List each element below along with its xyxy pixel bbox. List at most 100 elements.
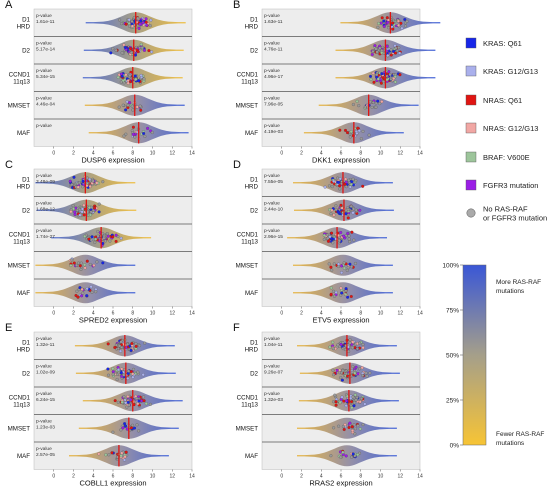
data-point — [81, 291, 85, 295]
group-label: MMSET — [236, 425, 259, 432]
pvalue: 2.44e-10 — [264, 207, 283, 213]
data-point — [348, 185, 352, 189]
data-point — [69, 264, 73, 268]
pvalue: 7.55e-05 — [264, 179, 283, 185]
pvalue-label: p-value — [264, 336, 280, 342]
data-point — [388, 73, 392, 77]
data-point — [389, 48, 393, 52]
legend-label: KRAS: Q61 — [483, 39, 522, 48]
pvalue: 1.74e-27 — [36, 234, 55, 240]
legend-label: NRAS: G12/G13 — [483, 124, 538, 133]
data-point — [381, 76, 385, 80]
data-point — [95, 181, 99, 185]
data-point — [136, 16, 140, 20]
pvalue: 3.48e-09 — [36, 179, 55, 185]
data-point — [360, 397, 364, 401]
data-point — [93, 240, 97, 244]
pvalue: 1.61e-11 — [36, 19, 55, 25]
x-tick-label: 6 — [112, 474, 115, 480]
data-point — [131, 375, 135, 379]
data-point — [133, 135, 137, 139]
pvalue-label: p-value — [36, 419, 52, 425]
data-point — [120, 367, 124, 371]
group-label: D1 — [250, 176, 258, 183]
data-point — [142, 399, 146, 403]
data-point — [356, 372, 360, 376]
group-label: D1 — [22, 16, 30, 23]
group-label: D2 — [22, 207, 30, 214]
panel-letter: C — [5, 159, 13, 171]
data-point — [120, 51, 124, 55]
x-tick-label: 10 — [150, 311, 156, 317]
data-point — [340, 264, 344, 268]
data-point — [392, 49, 396, 53]
data-point — [352, 423, 356, 427]
data-point — [114, 48, 118, 52]
data-point — [142, 77, 146, 81]
data-point — [336, 343, 340, 347]
pvalue-label: p-value — [36, 41, 52, 47]
legend-swatch — [465, 37, 477, 49]
data-point — [349, 204, 353, 208]
data-point — [367, 133, 371, 137]
data-point — [83, 266, 87, 270]
data-point — [150, 50, 154, 54]
data-point — [361, 343, 365, 347]
data-point — [144, 402, 148, 406]
data-point — [337, 180, 341, 184]
colorbar-top-label: mutations — [496, 288, 525, 295]
data-point — [122, 373, 126, 377]
data-point — [71, 204, 75, 208]
data-point — [342, 234, 346, 238]
data-point — [330, 185, 334, 189]
data-point — [123, 422, 127, 426]
data-point — [351, 102, 355, 106]
data-point — [123, 455, 127, 459]
group-label: 11q13 — [241, 238, 258, 245]
colorbar-tick-label: 25% — [446, 398, 459, 405]
data-point — [330, 231, 334, 235]
group-label: 11q13 — [241, 401, 258, 408]
data-point — [350, 265, 354, 269]
data-point — [338, 187, 342, 191]
group-label: MAF — [245, 453, 258, 460]
data-point — [386, 20, 390, 24]
data-point — [369, 77, 373, 81]
colorbar-tick-label: 100% — [442, 263, 459, 270]
data-point — [344, 454, 348, 458]
data-point — [355, 131, 359, 135]
x-tick-label: 0 — [52, 311, 55, 317]
group-label: CCND1 — [9, 231, 31, 238]
legend-label: BRAF: V600E — [483, 153, 530, 162]
data-point — [138, 104, 142, 108]
data-point — [76, 185, 80, 189]
data-point — [340, 271, 344, 275]
group-label: MAF — [245, 290, 258, 297]
data-point — [120, 22, 124, 26]
data-point — [338, 400, 342, 404]
legend: KRAS: Q61 KRAS: G12/G13 NRAS: Q61 NRAS: G12… — [465, 37, 547, 223]
group-label: D2 — [250, 47, 258, 54]
data-point — [395, 21, 399, 25]
data-point — [397, 23, 401, 27]
data-point — [128, 24, 132, 28]
data-point — [72, 175, 76, 179]
data-point — [116, 75, 120, 79]
pvalue: 2.96e-15 — [264, 234, 283, 240]
x-tick-label: 2 — [300, 311, 303, 317]
data-point — [94, 290, 98, 294]
group-label: D1 — [22, 339, 30, 346]
data-point — [119, 371, 123, 375]
data-point — [79, 261, 83, 265]
data-point — [348, 262, 352, 266]
data-point — [361, 346, 365, 350]
x-tick-label: 0 — [280, 151, 283, 157]
group-label: CCND1 — [237, 71, 259, 78]
data-point — [378, 46, 382, 50]
data-point — [107, 453, 111, 457]
panel-letter: A — [5, 0, 13, 11]
data-point — [394, 46, 398, 50]
pvalue: 5.17e-14 — [36, 47, 55, 53]
data-point — [142, 395, 146, 399]
data-point — [117, 105, 121, 109]
